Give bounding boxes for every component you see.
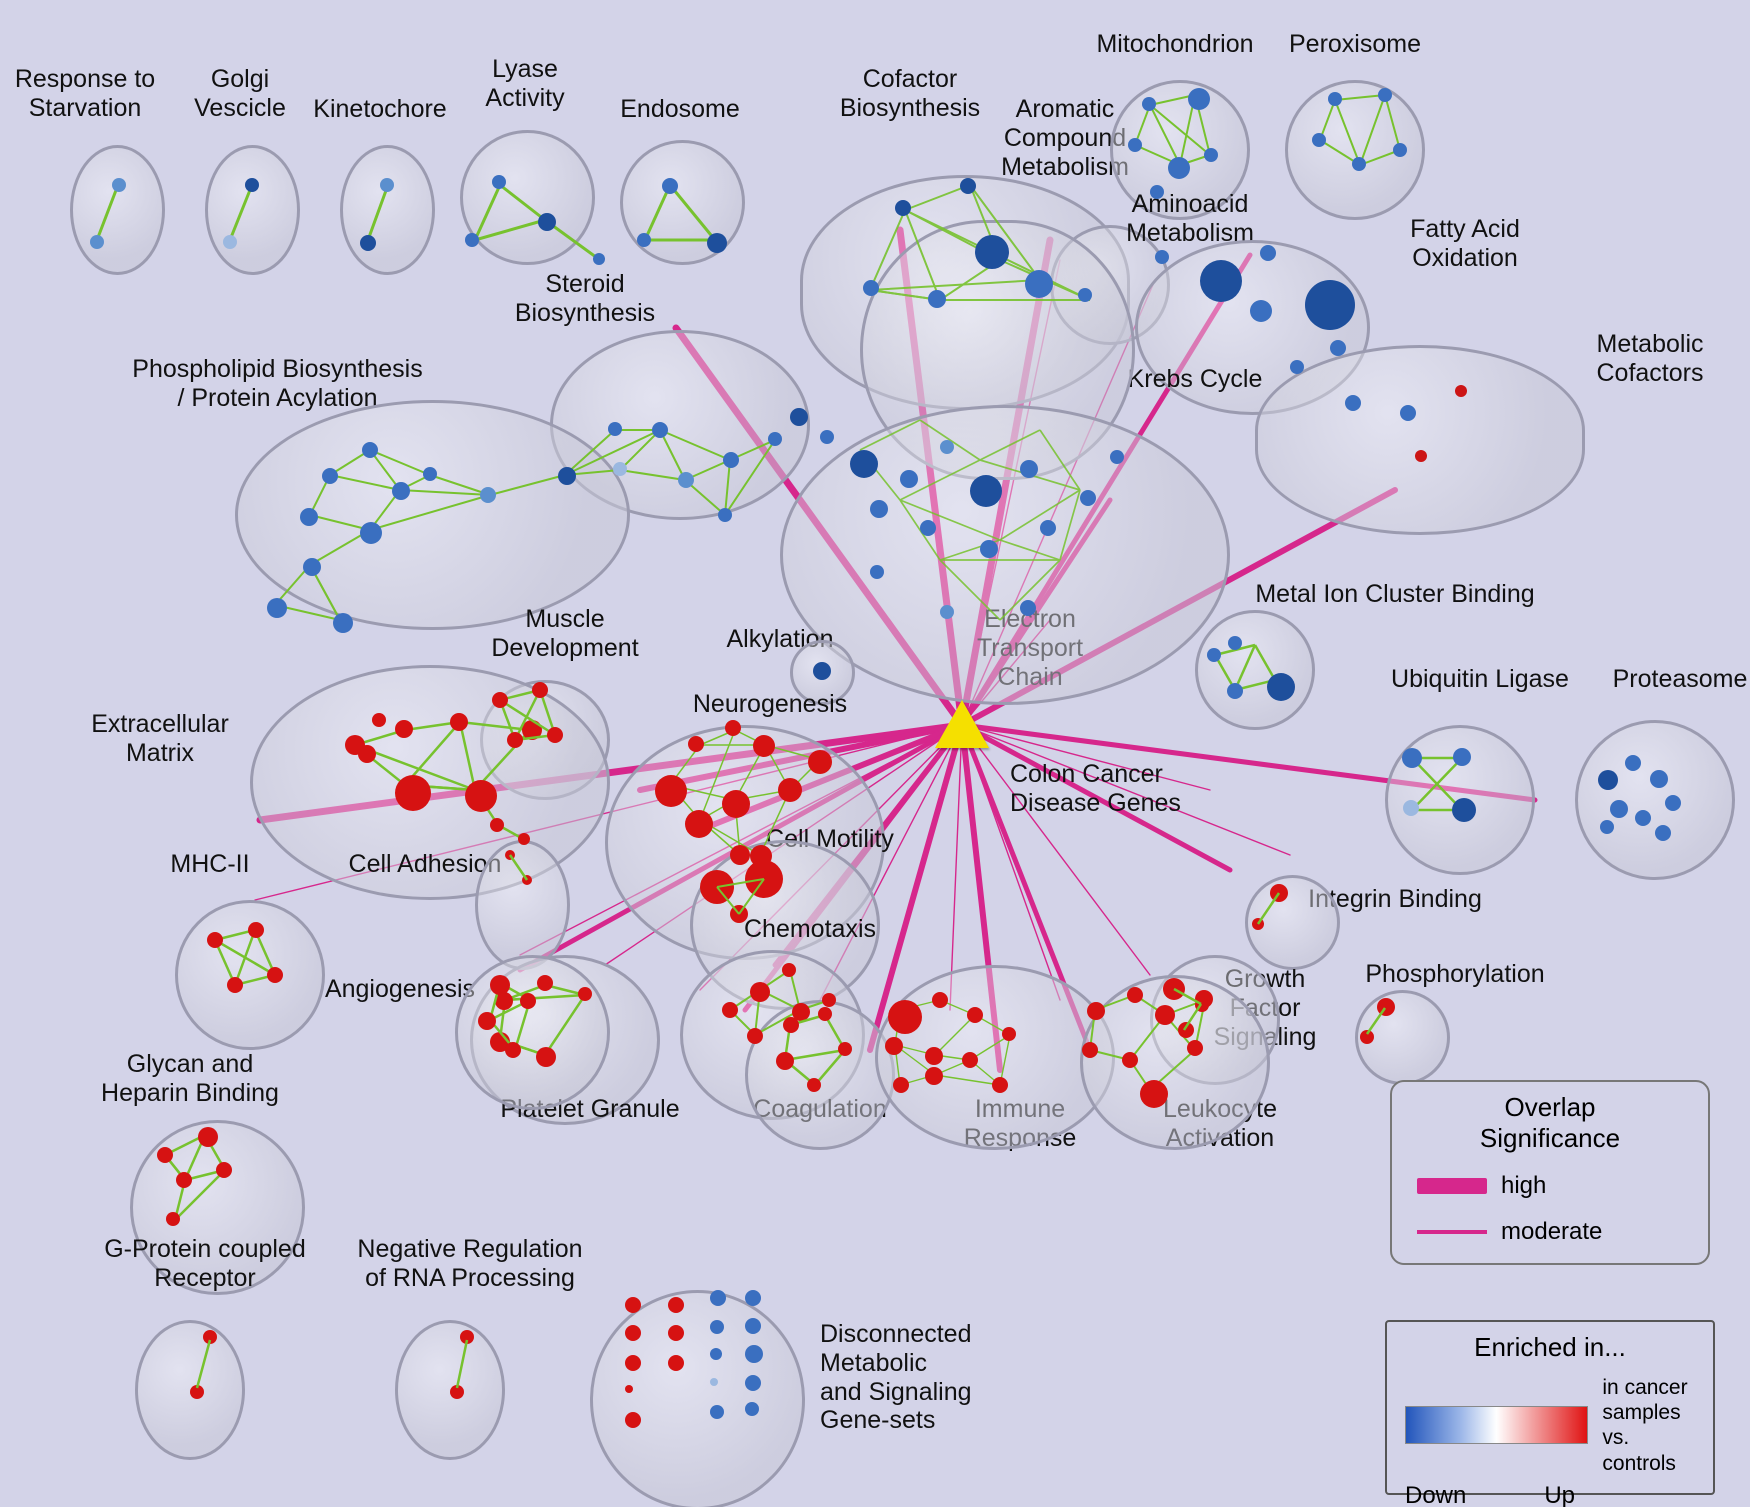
node[interactable]: [625, 1355, 641, 1371]
node[interactable]: [710, 1290, 726, 1306]
enrichment-down-label: Down: [1405, 1482, 1466, 1507]
moderate-significance-swatch: [1417, 1230, 1487, 1234]
node[interactable]: [1228, 636, 1242, 650]
node[interactable]: [745, 1290, 761, 1306]
node[interactable]: [668, 1325, 684, 1341]
node[interactable]: [745, 1345, 763, 1363]
node[interactable]: [625, 1412, 641, 1428]
node[interactable]: [668, 1297, 684, 1313]
node[interactable]: [710, 1320, 724, 1334]
node[interactable]: [710, 1378, 718, 1386]
color-legend: Enriched in... in cancer samples vs. contr…: [1385, 1320, 1715, 1495]
node[interactable]: [625, 1325, 641, 1341]
enrichment-up-label: Up: [1544, 1482, 1575, 1507]
node[interactable]: [358, 745, 376, 763]
metal-ion-mesh: [0, 0, 1750, 1507]
node[interactable]: [372, 713, 386, 727]
overlap-significance-title: Overlap Significance: [1392, 1092, 1708, 1154]
enrichment-gradient-bar: [1405, 1406, 1588, 1444]
legend-row-high: high: [1417, 1172, 1708, 1200]
node[interactable]: [668, 1355, 684, 1371]
node[interactable]: [813, 662, 831, 680]
color-legend-right-text: in cancer samples vs. controls: [1602, 1375, 1695, 1476]
overlap-significance-legend: Overlap Significance high moderate: [1390, 1080, 1710, 1265]
color-legend-title: Enriched in...: [1387, 1332, 1713, 1363]
legend-row-moderate: moderate: [1417, 1218, 1708, 1246]
node[interactable]: [1207, 648, 1221, 662]
node[interactable]: [745, 1375, 761, 1391]
high-significance-swatch: [1417, 1178, 1487, 1194]
node[interactable]: [1267, 673, 1295, 701]
node[interactable]: [710, 1405, 724, 1419]
node[interactable]: [625, 1297, 641, 1313]
node[interactable]: [1227, 683, 1243, 699]
node[interactable]: [745, 1318, 761, 1334]
enrichment-map-canvas: Response to Starvation Golgi Vescicle Kine…: [0, 0, 1750, 1507]
node[interactable]: [710, 1348, 722, 1360]
node[interactable]: [625, 1385, 633, 1393]
node[interactable]: [745, 1402, 759, 1416]
